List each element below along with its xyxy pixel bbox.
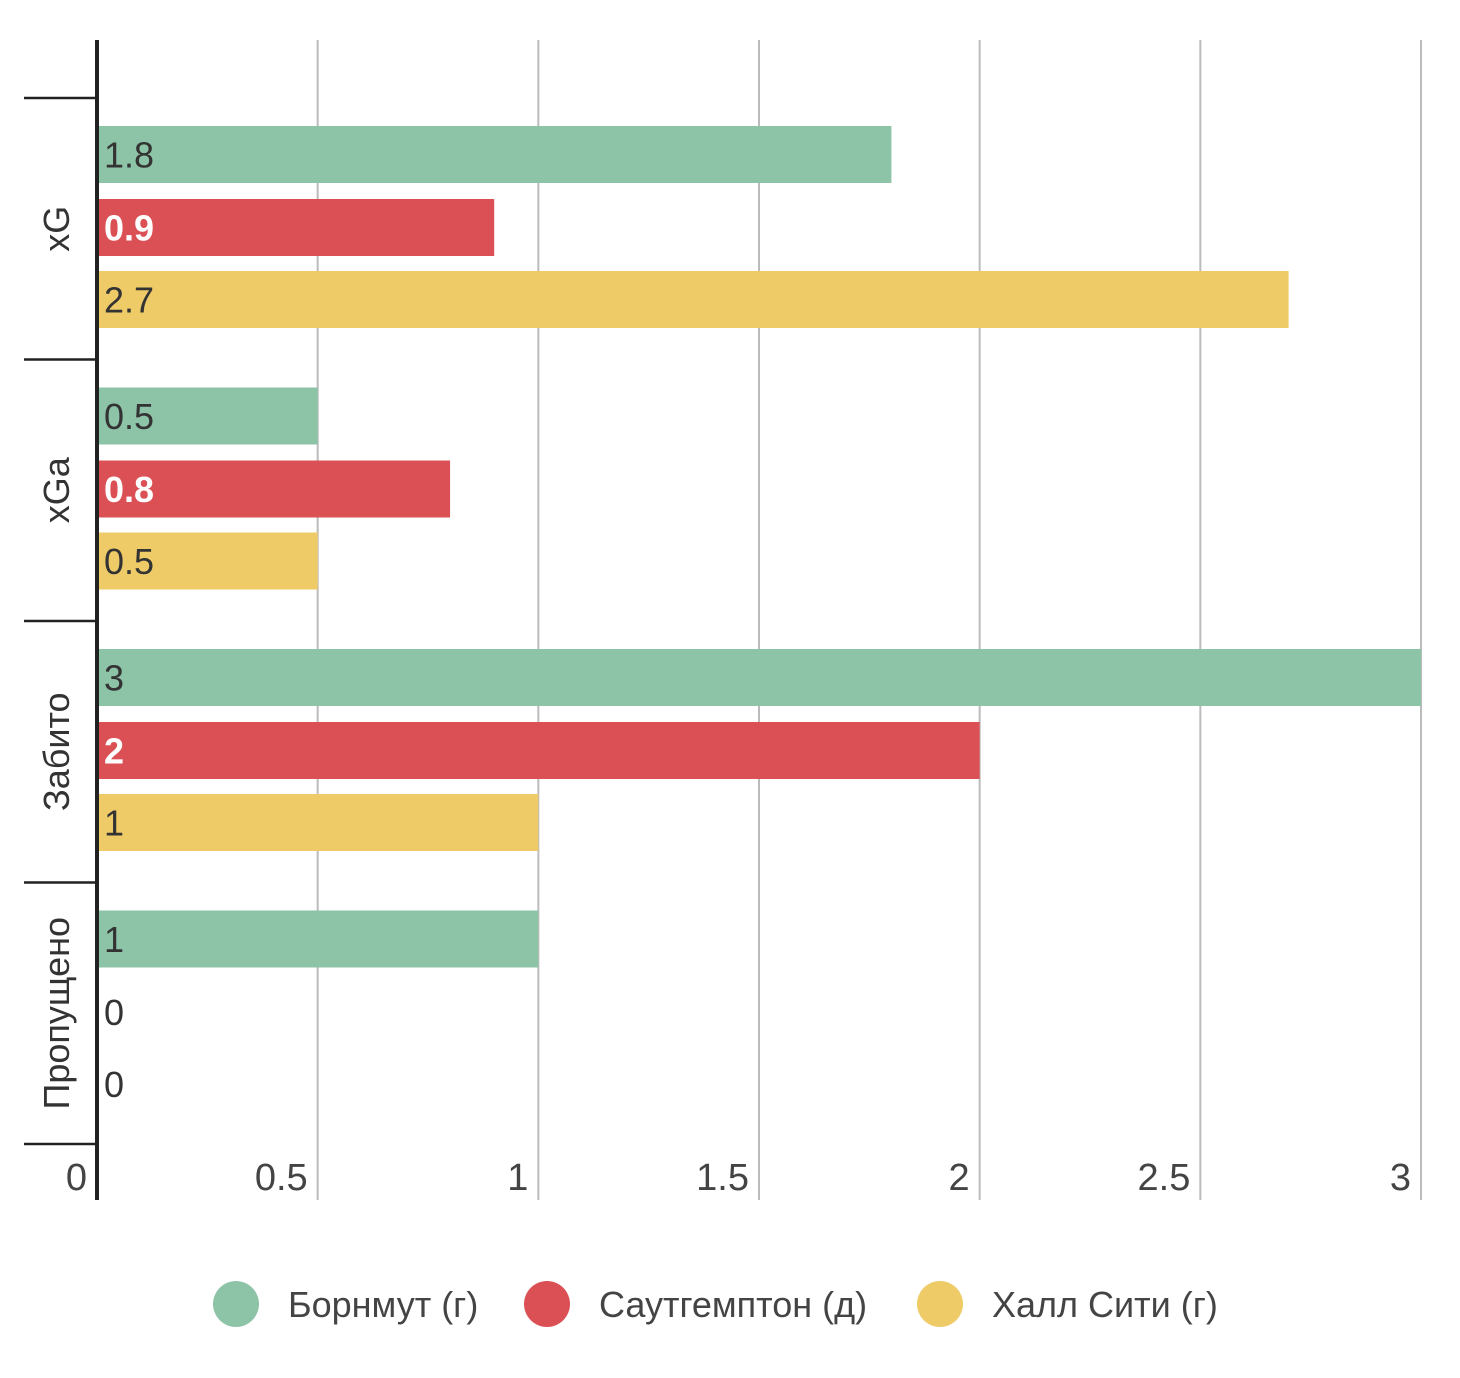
bar [97,532,318,590]
bar-value-label: 2.7 [104,280,154,321]
bar-value-label: 0 [104,992,124,1033]
x-tick-label: 1.5 [696,1157,749,1199]
category-label: xGa [36,456,77,523]
legend: Борнмут (г) Саутгемптон (д) Халл Сити (г) [213,1281,1218,1327]
x-tick-label: 1 [507,1157,528,1199]
x-tick-label: 0 [66,1157,87,1199]
x-tick-label: 2.5 [1138,1157,1191,1199]
x-tick-label: 2 [949,1157,970,1199]
bar [97,460,451,518]
bar-value-label: 0.5 [104,541,154,582]
x-tick-label: 3 [1390,1157,1411,1199]
bar-value-label: 3 [104,658,124,699]
bar [97,910,539,968]
bar-value-label: 0 [104,1064,124,1105]
labels: 0 0.5 1 1.5 2 2.5 31.80.92.7xG0.50.80.5xGa321З… [36,135,1411,1200]
bar [97,126,892,183]
bar-value-label: 0.8 [104,469,154,510]
bar [97,794,539,851]
bar-value-label: 1 [104,803,124,844]
bar [97,387,318,445]
legend-swatch [917,1281,963,1327]
bar-value-label: 1 [104,919,124,960]
legend-label: Борнмут (г) [288,1284,478,1325]
bar [97,649,1421,706]
legend-swatch [524,1281,570,1327]
legend-label: Саутгемптон (д) [599,1284,867,1325]
legend-swatch [213,1281,259,1327]
bar-value-label: 0.9 [104,208,154,249]
bar [97,271,1289,328]
bar-value-label: 2 [104,731,124,772]
legend-label: Халл Сити (г) [992,1284,1218,1325]
x-tick-label: 0.5 [255,1157,308,1199]
axes [24,40,99,1200]
gridlines [316,40,1422,1200]
category-label: Забито [36,692,77,811]
category-label: Пропущено [36,917,77,1110]
bar [97,199,495,256]
bar-value-label: 0.5 [104,396,154,437]
bar [97,722,980,779]
bar-value-label: 1.8 [104,135,154,176]
bars [97,126,1421,968]
category-label: xG [36,206,77,252]
